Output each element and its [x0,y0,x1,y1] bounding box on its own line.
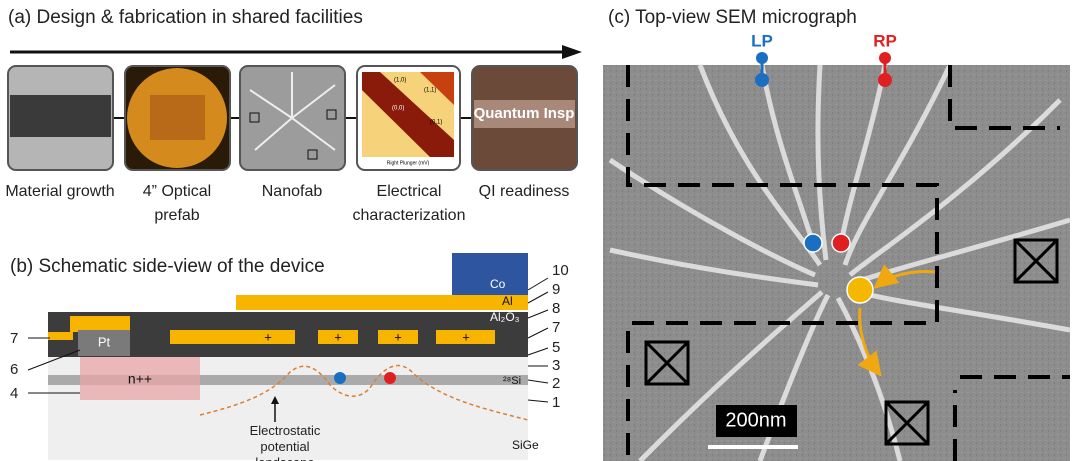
plot-label: (1,0) [394,78,406,84]
plot-axis-label: Right Plunger (mV) [387,160,430,166]
wafer-image [124,65,231,171]
scale-bar-label: 200nm [725,409,786,431]
readiness-photo: Quantum Insp [471,65,578,171]
right-dot [831,233,851,253]
gates [170,330,495,344]
layer-number: 7 [552,319,560,336]
arrow-head [562,45,582,59]
panel-title: (a) Design & fabrication in shared facil… [8,7,363,28]
step-caption: Nanofab [261,183,323,200]
si-layer [48,375,528,385]
scale-bar-box [716,405,797,437]
layer-number: 3 [552,357,560,374]
material-label: Al [502,294,513,308]
material-label: Al₂O₃ [490,310,520,324]
contact-metal [70,316,130,332]
blue-electron [334,372,346,384]
panel-title: (c) Top-view SEM micrograph [608,7,857,28]
pt-contact [78,330,130,356]
contact-markers [644,238,1059,446]
layer-number: 2 [552,375,560,392]
layer-number: 9 [552,281,560,298]
gate-sign: + [394,329,402,344]
material-label: Co [490,277,506,291]
layer-number: 4 [10,385,18,402]
sensor-dot [846,276,874,304]
gate-sign: + [264,329,272,344]
layer-number: 1 [552,394,560,411]
nanofab-image [239,65,346,171]
material-label: ²⁸Si [503,375,521,387]
layer-number: 10 [552,262,569,279]
step-caption: Electrical characterization [352,183,466,224]
plot-label: (0,0) [392,106,404,112]
lp-marker [756,52,768,64]
step-caption: QI readiness [478,183,570,200]
co-magnet [452,253,528,295]
panel-title: (b) Schematic side-view of the device [10,256,325,277]
tunnel-arrow [873,264,936,289]
tunnel-arrow [857,307,882,377]
rp-label: RP [873,31,897,50]
annotation: Electrostatic potential landscape [249,423,321,461]
dashed-regions [626,65,1070,461]
layer-number: 8 [552,300,560,317]
plot-label: (1,1) [424,88,436,94]
n-doped-region [80,357,200,400]
photo-text: Quantum Insp [474,105,575,122]
gate-sign: + [462,329,470,344]
left-dot [803,233,823,253]
plot-label: (0,1) [430,120,442,126]
layer-number: 7 [10,330,18,347]
red-electron [384,372,396,384]
material-label: SiGe [512,438,539,452]
growth-image [7,65,114,171]
potential-curve [199,364,529,421]
material-label: n++ [128,371,152,387]
layer-number: 6 [10,361,18,378]
rp-marker [879,52,891,64]
rp-marker [878,73,892,87]
stability-plot: (1,0) (1,1) (0,0) (0,1) Right Plunger (m… [356,65,461,171]
material-label: Pt [98,334,111,349]
lp-marker [755,73,769,87]
leader-lines [27,277,549,403]
contact-metal [48,332,73,340]
step-caption: 4” Optical prefab [142,183,212,224]
annotation-arrow-head [271,396,279,404]
lp-label: LP [751,31,773,50]
al-layer [236,295,528,310]
layer-number: 5 [552,339,560,356]
gate-sign: + [334,329,342,344]
step-caption: Material growth [5,183,115,200]
